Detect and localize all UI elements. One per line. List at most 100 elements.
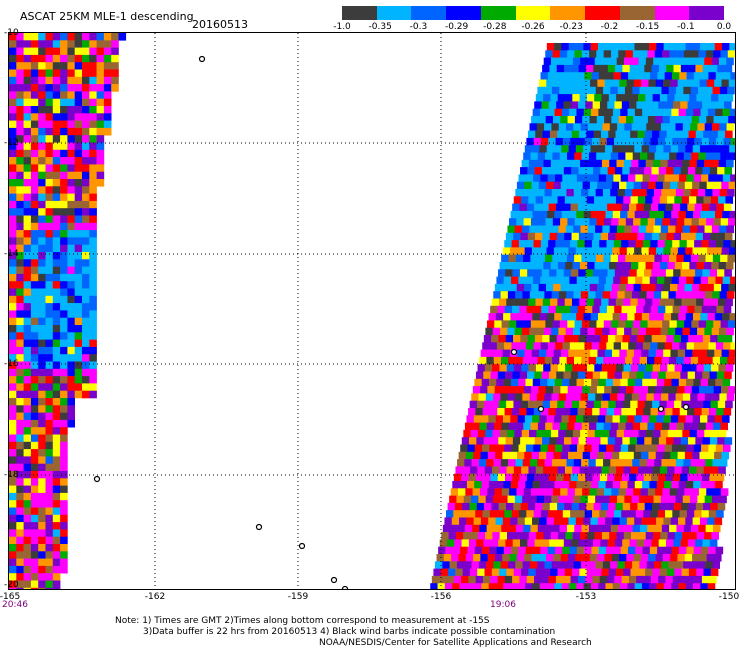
data-cell — [628, 444, 636, 453]
data-cell — [568, 247, 577, 255]
data-cell — [577, 203, 586, 212]
data-cell — [23, 215, 32, 224]
data-cell — [699, 145, 708, 153]
data-cell — [38, 325, 46, 333]
data-cell — [30, 244, 39, 253]
data-cell — [663, 415, 672, 423]
data-cell — [606, 174, 614, 182]
data-cell — [484, 568, 493, 577]
data-cell — [30, 215, 39, 224]
data-cell — [16, 522, 24, 530]
data-cell — [52, 471, 61, 479]
data-cell — [16, 208, 24, 216]
data-cell — [631, 393, 640, 401]
data-cell — [567, 386, 576, 394]
data-cell — [74, 208, 83, 216]
data-cell — [74, 281, 83, 289]
data-cell — [622, 437, 630, 445]
data-cell — [629, 335, 638, 343]
data-cell — [710, 64, 718, 73]
data-cell — [643, 240, 651, 248]
data-cell — [649, 583, 657, 589]
data-cell — [713, 386, 722, 394]
color-swatch — [654, 6, 690, 20]
data-cell — [639, 123, 647, 131]
data-cell — [439, 575, 447, 584]
data-cell — [594, 262, 603, 270]
data-cell — [52, 463, 61, 472]
data-cell — [677, 349, 686, 358]
data-cell — [729, 313, 735, 321]
data-cell — [685, 108, 694, 117]
data-cell — [655, 218, 663, 226]
data-cell — [111, 47, 119, 56]
data-cell — [552, 218, 561, 226]
data-cell — [725, 262, 734, 270]
data-cell — [484, 400, 492, 409]
data-cell — [82, 244, 90, 253]
data-cell — [475, 371, 484, 380]
data-cell — [601, 298, 609, 307]
data-cell — [654, 152, 663, 161]
data-cell — [510, 517, 518, 526]
data-cell — [516, 218, 524, 226]
data-cell — [493, 291, 501, 299]
data-cell — [67, 412, 75, 421]
data-cell — [601, 364, 610, 372]
data-cell — [729, 145, 735, 153]
data-cell — [549, 502, 558, 511]
data-cell — [723, 240, 731, 248]
data-cell — [474, 378, 482, 387]
data-cell — [591, 174, 600, 182]
data-cell — [23, 325, 32, 333]
data-cell — [670, 554, 678, 562]
data-cell — [694, 371, 703, 380]
data-cell — [52, 237, 61, 245]
data-cell — [23, 346, 32, 355]
data-cell — [668, 189, 677, 197]
data-cell — [103, 84, 112, 92]
data-cell — [16, 544, 24, 552]
data-cell — [38, 208, 46, 216]
data-cell — [705, 422, 714, 431]
data-cell — [709, 575, 717, 584]
data-cell — [648, 517, 657, 526]
data-cell — [660, 429, 669, 438]
data-cell — [52, 120, 61, 129]
data-cell — [603, 524, 612, 533]
data-cell — [688, 568, 697, 577]
data-cell — [720, 386, 729, 394]
data-cell — [504, 510, 513, 518]
data-cell — [619, 313, 628, 321]
data-cell — [608, 364, 617, 372]
data-cell — [67, 398, 75, 406]
data-cell — [696, 262, 705, 270]
data-cell — [16, 193, 24, 202]
data-cell — [593, 298, 602, 307]
data-cell — [723, 408, 732, 416]
data-cell — [558, 225, 567, 234]
data-cell — [60, 419, 68, 428]
data-cell — [576, 546, 585, 555]
data-cell — [638, 57, 647, 66]
data-cell — [701, 72, 709, 80]
data-cell — [592, 408, 600, 416]
data-cell — [524, 283, 532, 292]
data-cell — [450, 488, 459, 496]
data-cell — [655, 349, 664, 358]
data-cell — [23, 69, 32, 78]
data-cell — [701, 408, 710, 416]
data-cell — [696, 298, 704, 307]
data-cell — [650, 137, 659, 146]
data-cell — [728, 79, 735, 88]
data-cell — [603, 50, 612, 58]
data-cell — [632, 561, 640, 569]
data-cell — [669, 218, 678, 226]
data-cell — [16, 266, 24, 275]
data-cell — [16, 485, 24, 494]
data-cell — [89, 310, 97, 318]
data-cell — [479, 356, 487, 365]
data-cell — [644, 269, 652, 277]
data-cell — [9, 295, 17, 304]
data-cell — [558, 327, 566, 336]
